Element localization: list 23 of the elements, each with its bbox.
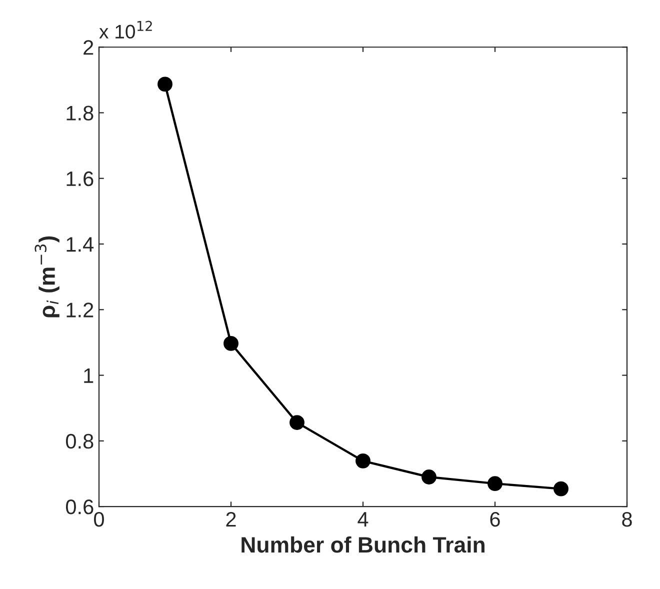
y-tick-label: 1.6	[66, 171, 94, 186]
point	[158, 76, 172, 92]
point	[554, 481, 568, 496]
x-tick-label: 0	[94, 512, 104, 527]
point	[488, 476, 502, 492]
y-tick-label: 2	[84, 40, 94, 55]
y-tick-label: 1	[84, 368, 94, 383]
point	[356, 453, 370, 468]
point	[422, 470, 436, 484]
y-tick-label: 1.4	[66, 237, 94, 252]
x-tick-label: 6	[490, 512, 500, 527]
x-tick-label: 4	[358, 512, 368, 526]
y-tick-label: 1.2	[66, 302, 94, 318]
y-tick-label: 1.8	[66, 106, 94, 121]
y-tick-label: 0.8	[66, 434, 94, 449]
x-tick-label: 2	[226, 512, 236, 526]
point	[224, 336, 238, 351]
text: x 10$^{12}$	[99, 20, 152, 39]
x-axis-title: Number of Bunch Train	[242, 536, 484, 553]
y-axis-title: ρ$_{i}$ (m$^{−3}$)	[34, 236, 60, 318]
x-tick-label: 8	[622, 512, 632, 527]
point	[290, 415, 304, 430]
y-tick-label: 0.6	[66, 500, 94, 514]
